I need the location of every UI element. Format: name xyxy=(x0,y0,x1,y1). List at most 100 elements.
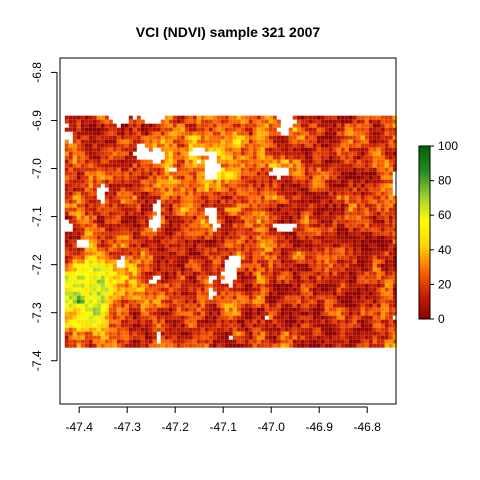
raster-cell xyxy=(164,235,169,240)
raster-cell xyxy=(216,227,221,232)
raster-cell xyxy=(224,159,229,164)
raster-cell xyxy=(180,163,185,168)
raster-cell xyxy=(184,171,189,176)
raster-cell xyxy=(192,311,197,316)
raster-cell xyxy=(376,247,381,252)
raster-cell xyxy=(268,339,273,344)
raster-cell xyxy=(108,135,113,140)
raster-cell xyxy=(364,327,369,332)
raster-cell xyxy=(380,331,385,336)
raster-cell xyxy=(324,215,329,220)
raster-cell xyxy=(204,223,209,228)
raster-cell xyxy=(180,167,185,172)
colorbar-segment xyxy=(419,298,430,303)
raster-cell xyxy=(228,199,233,204)
raster-cell xyxy=(108,327,113,332)
raster-cell xyxy=(200,191,205,196)
raster-cell xyxy=(364,335,369,340)
raster-cell xyxy=(220,307,225,312)
raster-cell xyxy=(280,215,285,220)
raster-cell xyxy=(328,215,333,220)
raster-cell xyxy=(392,303,397,308)
raster-cell xyxy=(124,175,129,180)
raster-cell xyxy=(88,199,93,204)
raster-cell xyxy=(184,259,189,264)
raster-cell xyxy=(200,311,205,316)
raster-cell xyxy=(284,327,289,332)
raster-cell xyxy=(284,151,289,156)
raster-cell xyxy=(80,139,85,144)
raster-cell xyxy=(360,335,365,340)
raster-cell xyxy=(368,203,373,208)
raster-cell xyxy=(328,167,333,172)
raster-cell xyxy=(136,339,141,344)
raster-cell xyxy=(88,119,93,124)
colorbar-segment xyxy=(419,177,430,182)
raster-cell xyxy=(256,215,261,220)
raster-cell xyxy=(272,275,277,280)
raster-cell xyxy=(344,303,349,308)
raster-cell xyxy=(228,219,233,224)
raster-cell xyxy=(392,255,397,260)
raster-cell xyxy=(376,215,381,220)
raster-cell xyxy=(300,319,305,324)
raster-cell xyxy=(236,183,241,188)
raster-cell xyxy=(308,239,313,244)
raster-cell xyxy=(264,191,269,196)
raster-cell xyxy=(212,235,217,240)
raster-cell xyxy=(160,251,165,256)
raster-cell xyxy=(388,299,393,304)
raster-cell xyxy=(308,319,313,324)
raster-cell xyxy=(96,175,101,180)
raster-cell xyxy=(368,271,373,276)
raster-cell xyxy=(160,159,165,164)
raster-cell xyxy=(320,215,325,220)
raster-cell xyxy=(316,267,321,272)
raster-cell xyxy=(184,283,189,288)
raster-cell xyxy=(228,295,233,300)
colorbar-segment xyxy=(419,163,430,167)
raster-cell xyxy=(308,287,313,292)
raster-cell xyxy=(260,319,265,324)
raster-cell xyxy=(248,287,253,292)
raster-cell xyxy=(252,335,257,340)
raster-cell xyxy=(152,299,157,304)
colorbar-segment xyxy=(419,169,430,173)
raster-cell xyxy=(64,339,69,344)
raster-cell xyxy=(252,247,257,252)
raster-cell xyxy=(368,191,373,196)
raster-cell xyxy=(296,287,301,292)
raster-cell xyxy=(392,263,397,268)
raster-cell xyxy=(156,167,161,172)
raster-cell xyxy=(196,163,201,168)
raster-cell xyxy=(320,323,325,328)
raster-cell xyxy=(208,299,213,304)
raster-cell xyxy=(316,115,321,120)
raster-cell xyxy=(320,151,325,156)
raster-cell xyxy=(364,299,369,304)
raster-cell xyxy=(196,223,201,228)
raster-cell xyxy=(320,163,325,168)
raster-cell xyxy=(320,159,325,164)
raster-cell xyxy=(392,143,397,148)
raster-cell xyxy=(76,259,81,264)
raster-cell xyxy=(84,115,89,120)
raster-cell xyxy=(100,179,105,184)
raster-cell xyxy=(372,167,377,172)
raster-cell xyxy=(268,287,273,292)
raster-cell xyxy=(236,319,241,324)
raster-cell xyxy=(272,319,277,324)
raster-cell xyxy=(212,303,217,308)
raster-cell xyxy=(128,227,133,232)
raster-cell xyxy=(80,315,85,320)
raster-cell xyxy=(216,247,221,252)
raster-cell xyxy=(352,171,357,176)
raster-cell xyxy=(176,187,181,192)
raster-cell xyxy=(120,203,125,208)
raster-cell xyxy=(172,295,177,300)
raster-cell xyxy=(332,115,337,120)
raster-cell xyxy=(88,339,93,344)
raster-cell xyxy=(248,223,253,228)
raster-cell xyxy=(320,223,325,228)
raster-cell xyxy=(68,259,73,264)
